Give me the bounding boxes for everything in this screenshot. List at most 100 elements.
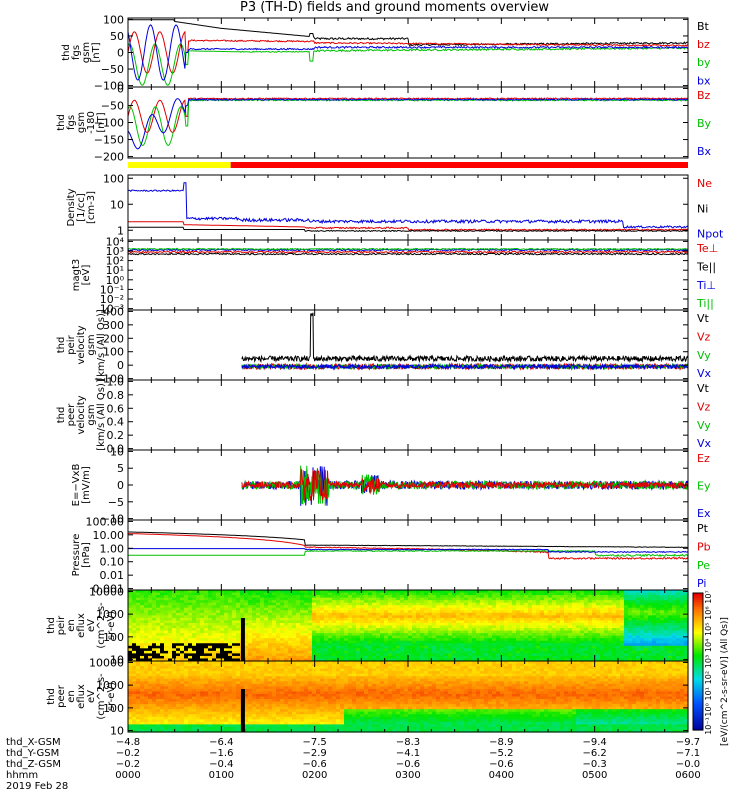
- y-axis-label-line: peer: [66, 403, 77, 427]
- legend-entry: Ez: [697, 452, 710, 465]
- y-tick-label: 10⁻²: [100, 293, 124, 306]
- x-axis-tick-label: −6.2: [583, 748, 607, 759]
- legend-entry: Ey: [697, 480, 711, 493]
- y-axis-label-line: -180: [86, 111, 97, 134]
- panel-frame: [127, 174, 689, 241]
- x-axis-tick-label: −5.2: [489, 748, 513, 759]
- x-axis-tick-label: −0.4: [209, 759, 233, 770]
- y-axis-label-line: peir: [56, 615, 67, 635]
- y-axis-label-line: thd: [56, 337, 67, 354]
- legend-entry: Vt: [697, 312, 710, 325]
- series-line: [127, 248, 689, 252]
- x-axis-tick-label: 0300: [395, 770, 420, 781]
- y-axis-label-line: [mV/m]: [81, 466, 92, 504]
- legend-entry: Pb: [697, 540, 711, 553]
- y-axis-label: thd fgs gsm [nT]: [61, 42, 102, 63]
- legend-entry: Vz: [697, 330, 711, 343]
- y-axis-label: thd peer velocity gsm [km/s (All Qs)]: [56, 379, 107, 451]
- y-tick-label: −200: [94, 151, 124, 164]
- mode-bar-fast: [230, 162, 688, 168]
- y-axis-label: thd peir velocity gsm [km/s (All Qs)]: [56, 309, 107, 381]
- x-axis-tick-label: −0.0: [676, 759, 700, 770]
- series-line: [127, 533, 689, 561]
- legend-entry: Vx: [697, 437, 712, 450]
- colorbar-tick-label: 10⁵: [704, 623, 713, 636]
- y-tick-label: 0.001: [93, 583, 125, 596]
- legend-entry: Npot: [697, 228, 724, 241]
- y-axis-label-line: E=−VxB: [71, 464, 82, 507]
- series-line: [241, 467, 689, 501]
- x-axis-tick-label: −0.6: [489, 759, 513, 770]
- series-line: [127, 252, 689, 256]
- x-axis-tick-label: −0.2: [116, 759, 140, 770]
- legend-entry: Vy: [697, 349, 711, 362]
- legend-entry: by: [697, 56, 711, 69]
- x-axis-tick-label: −4.1: [396, 748, 420, 759]
- x-axis-tick-label: −7.5: [303, 737, 327, 748]
- y-tick-label: 1000: [96, 608, 124, 621]
- legend-entry: Ex: [697, 507, 711, 520]
- y-axis-label-line: en: [66, 690, 77, 703]
- date-label: 2019 Feb 28: [6, 781, 68, 792]
- legend-entry: By: [697, 117, 712, 130]
- data-gap: [240, 689, 245, 732]
- y-axis-label-line: thd: [61, 44, 72, 61]
- series-line: [127, 98, 689, 146]
- series-line: [127, 97, 689, 134]
- legend-entry: Bt: [697, 20, 710, 33]
- x-axis-tick-label: −4.8: [116, 737, 140, 748]
- colorbar-tick-label: 10⁶: [704, 606, 713, 619]
- y-tick-label: 10: [110, 445, 124, 458]
- legend-entry: Vz: [697, 400, 711, 413]
- y-tick-label: 100: [103, 13, 124, 26]
- y-tick-label: 10⁴: [106, 235, 125, 248]
- y-axis-label-line: sr-eV): [106, 611, 117, 640]
- y-axis-label-line: peir: [66, 334, 77, 354]
- x-axis-tick-label: 0600: [675, 770, 700, 781]
- colorbar-tick-label: 10³: [704, 655, 713, 668]
- colorbar-tick-label: 10⁻¹: [704, 717, 713, 735]
- y-tick-label: 10000: [89, 585, 124, 598]
- x-axis-tick-label: −9.7: [676, 737, 700, 748]
- x-axis-tick-label: 0500: [582, 770, 607, 781]
- y-axis-label-line: [nT]: [96, 112, 107, 132]
- legend-entry: Te||: [696, 260, 716, 273]
- x-axis-row-label: thd_X-GSM: [6, 737, 61, 748]
- legend-entry: bx: [697, 74, 711, 87]
- series-line: [127, 43, 689, 86]
- y-axis-label-line: thd: [56, 114, 67, 131]
- series-line: [241, 312, 689, 364]
- y-tick-label: 10: [110, 198, 124, 211]
- y-tick-label: 10⁰: [106, 274, 125, 287]
- y-axis-label-line: eV: [86, 690, 97, 703]
- y-axis-label: thd peir en eflux eV (cm^2-s-sr-eV): [46, 602, 117, 649]
- y-tick-label: 400: [103, 305, 124, 318]
- x-axis-row-label: thd_Z-GSM: [6, 759, 61, 770]
- x-axis-tick-label: 0200: [302, 770, 327, 781]
- y-tick-label: 10¹: [106, 264, 124, 277]
- series-line: [127, 182, 689, 229]
- colorbar-tick-label: 10¹: [704, 687, 713, 700]
- y-tick-label: 0.6: [107, 402, 125, 415]
- data-gap: [240, 618, 245, 661]
- y-axis-label: E=−VxB [mV/m]: [71, 464, 92, 507]
- legend-entry: Pt: [697, 522, 709, 535]
- x-axis-tick-label: −6.4: [209, 737, 233, 748]
- series-line: [127, 98, 689, 150]
- y-axis-label-line: gsm: [76, 112, 87, 133]
- legend-entry: Vy: [697, 419, 711, 432]
- x-axis-tick-label: −7.1: [676, 748, 700, 759]
- x-axis-row-label: hhmm: [6, 770, 38, 781]
- y-axis-label-line: (cm^2-s-: [96, 602, 107, 649]
- y-axis-label-line: eV: [86, 619, 97, 632]
- y-tick-label: 10: [110, 725, 124, 738]
- y-axis-label-line: [nT]: [91, 42, 102, 62]
- x-axis-tick-label: −1.6: [209, 748, 233, 759]
- x-axis-tick-label: −8.9: [489, 737, 513, 748]
- y-axis-label: Pressure [nPa]: [71, 534, 92, 577]
- y-tick-label: 1: [117, 224, 124, 237]
- y-tick-label: 0: [117, 82, 124, 95]
- series-line: [241, 362, 689, 371]
- y-axis-label-line: (cm^2-s-: [96, 673, 107, 720]
- y-tick-label: 300: [103, 319, 124, 332]
